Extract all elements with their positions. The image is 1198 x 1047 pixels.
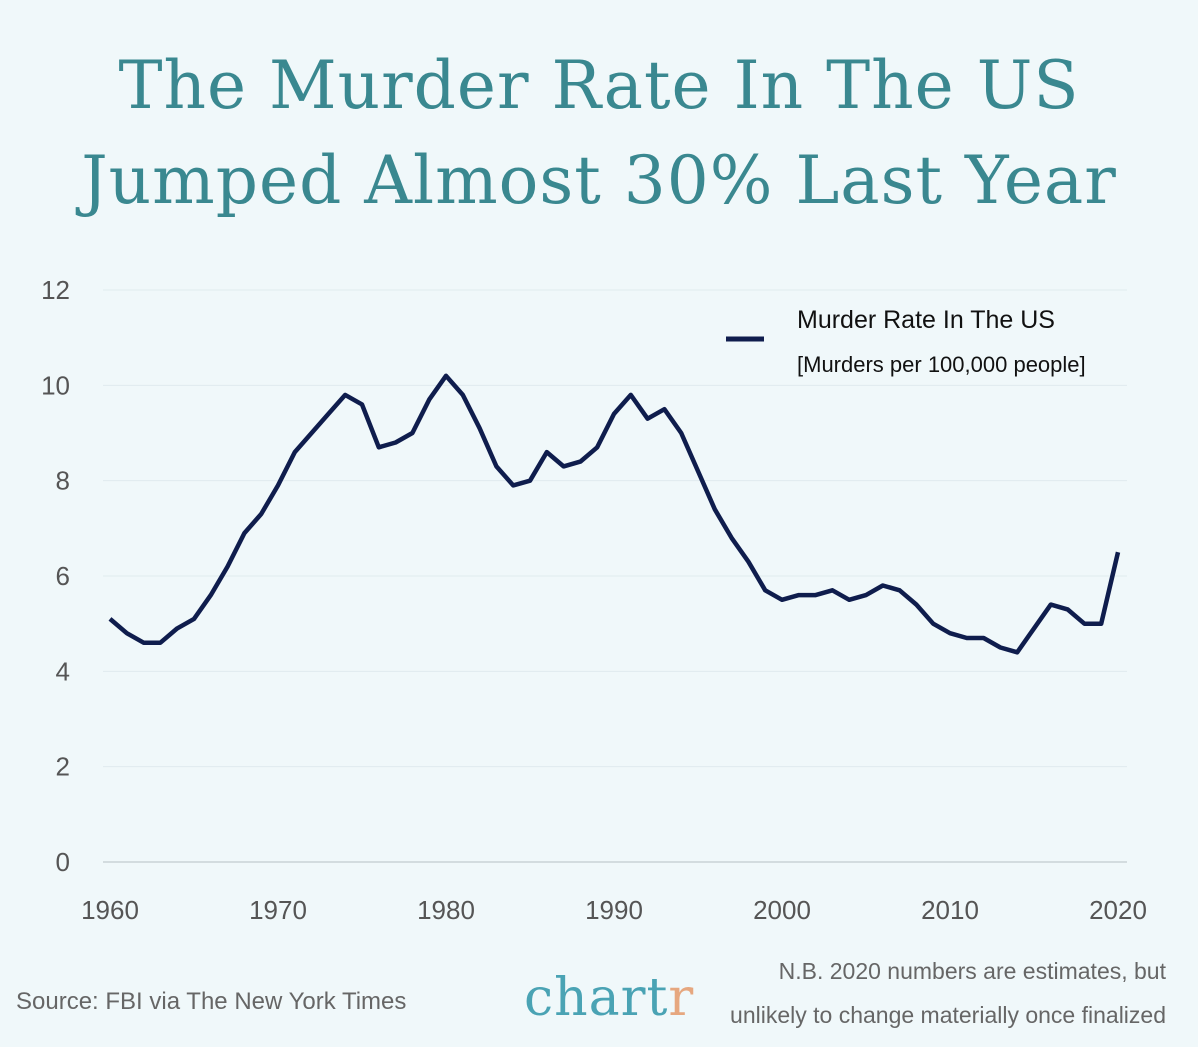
note-line2: unlikely to change materially once final… [730,1002,1166,1028]
legend-subtitle: [Murders per 100,000 people] [797,352,1086,377]
y-tick-label: 6 [56,561,70,591]
chartr-logo: chartr [524,968,695,1028]
y-tick-label: 0 [56,847,70,877]
y-tick-label: 2 [56,752,70,782]
series-line-murder-rate [108,373,1121,655]
x-tick-label: 1980 [417,895,475,925]
y-tick-label: 8 [56,466,70,496]
chart-title-line2: Jumped Almost 30% Last Year [81,142,1117,219]
chart-title-line1: The Murder Rate In The US [118,47,1080,124]
y-tick-label: 12 [41,275,70,305]
x-tick-label: 1990 [585,895,643,925]
x-tick-label: 2010 [921,895,979,925]
legend-label: Murder Rate In The US [797,306,1055,334]
x-tick-label: 2020 [1089,895,1147,925]
x-tick-label: 1960 [81,895,139,925]
x-tick-label: 1970 [249,895,307,925]
y-tick-label: 10 [41,370,70,400]
y-tick-label: 4 [56,656,70,686]
note-line1: N.B. 2020 numbers are estimates, but [778,958,1166,984]
source-note: Source: FBI via The New York Times [16,988,407,1015]
x-tick-label: 2000 [753,895,811,925]
